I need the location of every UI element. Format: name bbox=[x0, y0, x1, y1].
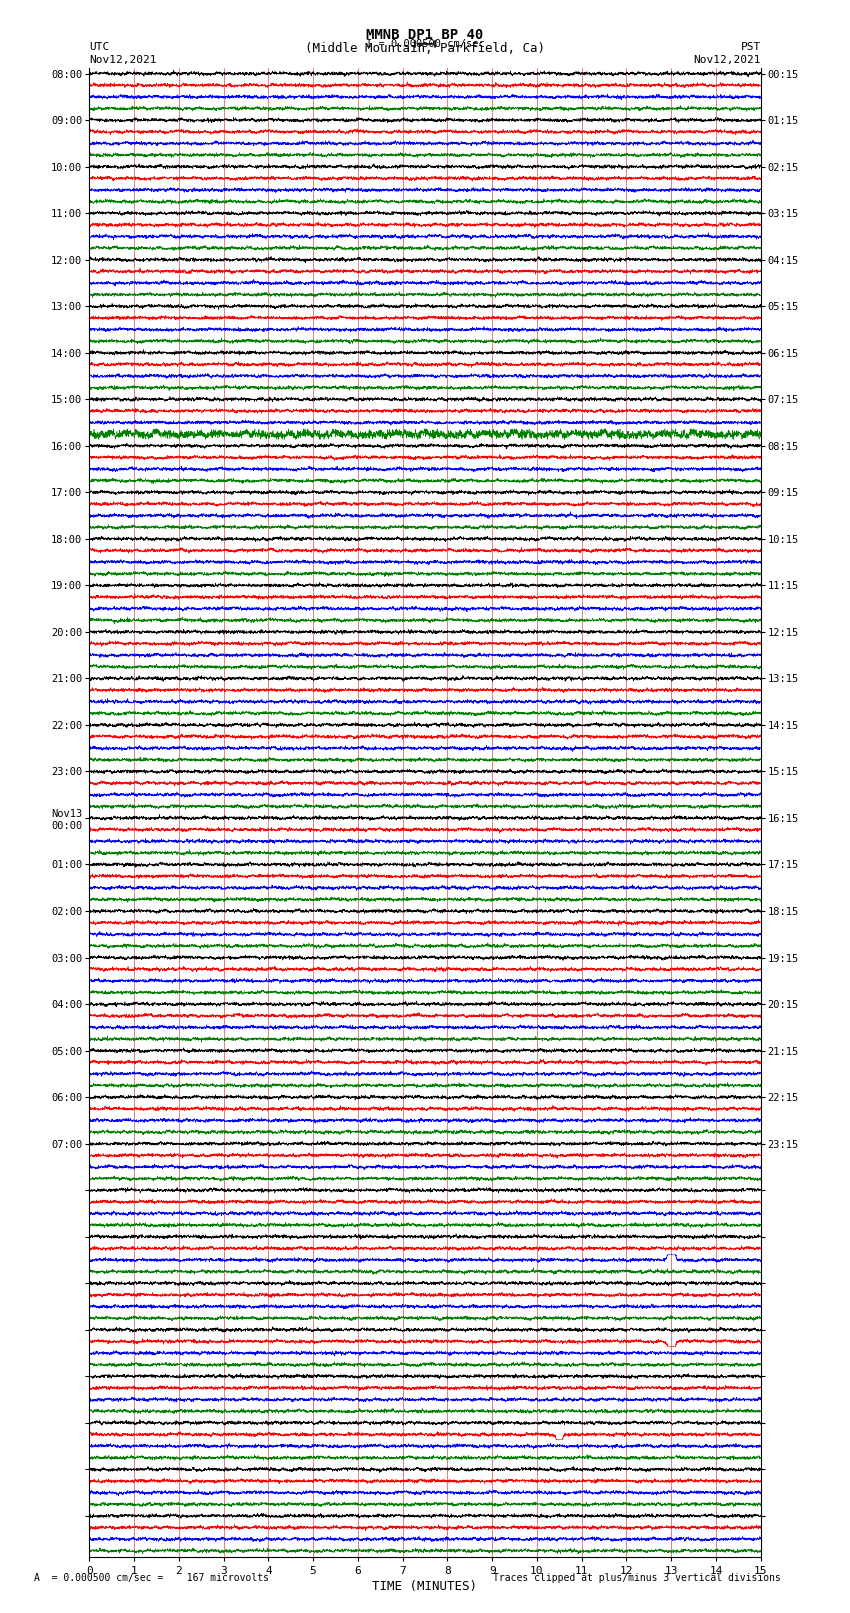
Text: UTC: UTC bbox=[89, 42, 110, 52]
Text: I = 0.000500 cm/sec: I = 0.000500 cm/sec bbox=[366, 39, 484, 50]
Text: Nov12,2021: Nov12,2021 bbox=[89, 55, 156, 65]
Text: PST: PST bbox=[740, 42, 761, 52]
Text: MMNB DP1 BP 40: MMNB DP1 BP 40 bbox=[366, 29, 484, 42]
Text: A  = 0.000500 cm/sec =    167 microvolts: A = 0.000500 cm/sec = 167 microvolts bbox=[34, 1573, 269, 1582]
Text: (Middle Mountain, Parkfield, Ca): (Middle Mountain, Parkfield, Ca) bbox=[305, 42, 545, 55]
Text: Traces clipped at plus/minus 3 vertical divisions: Traces clipped at plus/minus 3 vertical … bbox=[493, 1573, 781, 1582]
X-axis label: TIME (MINUTES): TIME (MINUTES) bbox=[372, 1579, 478, 1592]
Text: Nov12,2021: Nov12,2021 bbox=[694, 55, 761, 65]
